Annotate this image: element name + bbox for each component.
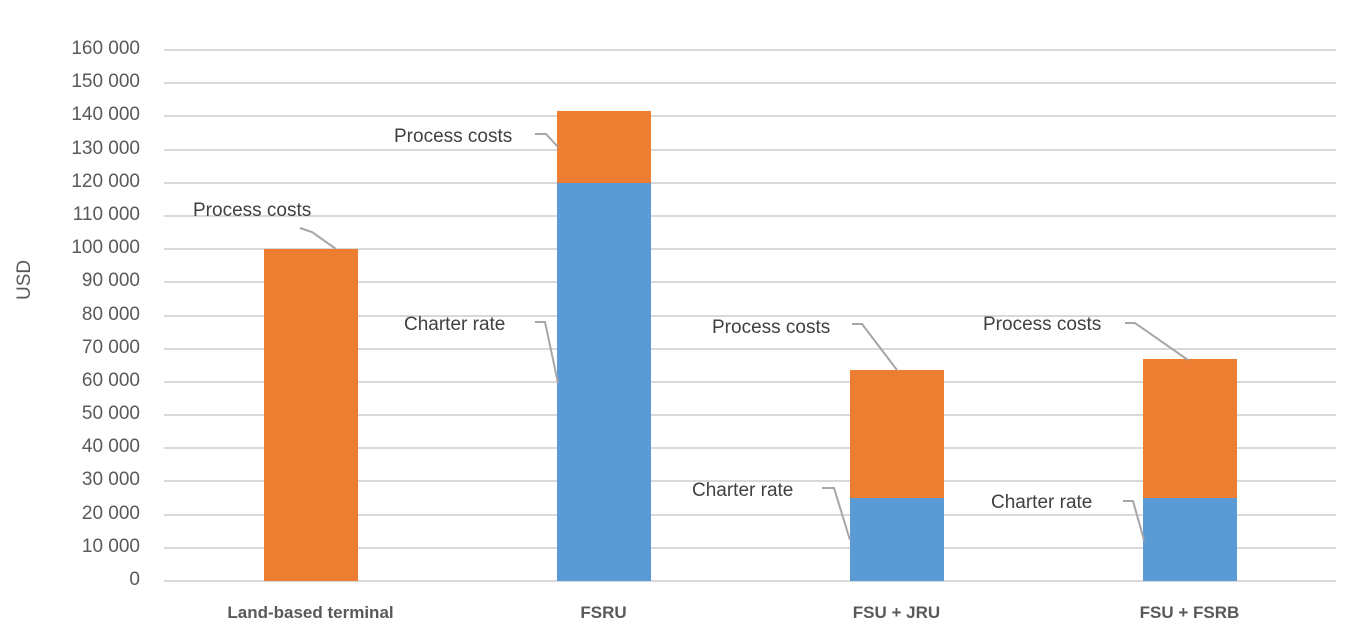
- gridline: [164, 115, 1336, 118]
- bar-segment: [1142, 498, 1237, 581]
- bar-segment: [849, 370, 944, 499]
- y-tick-label: 40 000: [81, 436, 140, 458]
- gridline: [164, 380, 1336, 383]
- gridline: [164, 580, 1336, 582]
- y-tick-label: 110 000: [72, 203, 140, 225]
- leader-fsrb-charter: [1123, 500, 1145, 541]
- x-category-label: FSU + JRU: [852, 603, 941, 622]
- label-fsru-charter: Charter rate: [404, 314, 506, 335]
- gridline: [164, 314, 1336, 317]
- y-tick-label: 160 000: [71, 38, 140, 59]
- y-tick-label: 80 000: [81, 303, 140, 325]
- bar-segment: [263, 249, 358, 581]
- leader-land-process: [299, 227, 337, 250]
- y-tick-label: 0: [129, 569, 140, 590]
- gridline: [164, 248, 1336, 251]
- label-fsrb-process: Process costs: [983, 314, 1102, 335]
- gridline: [164, 214, 1336, 217]
- leader-fsru-process: [535, 133, 559, 148]
- gridline: [164, 82, 1336, 85]
- x-category-label: Land-based terminal: [227, 603, 394, 622]
- label-jru-process: Process costs: [712, 317, 831, 338]
- bar-segment: [849, 498, 944, 581]
- gridline: [164, 181, 1336, 184]
- y-tick-label: 60 000: [81, 369, 140, 391]
- y-tick-label: 30 000: [81, 469, 140, 491]
- gridline: [164, 414, 1336, 417]
- gridline: [164, 281, 1336, 284]
- y-tick-label: 120 000: [71, 170, 140, 192]
- y-tick-label: 70 000: [81, 336, 140, 358]
- gridline: [164, 447, 1336, 450]
- y-tick-label: 10 000: [81, 535, 140, 557]
- leader-fsru-charter: [535, 321, 559, 384]
- gridline: [164, 49, 1336, 51]
- label-fsrb-charter: Charter rate: [991, 492, 1093, 513]
- bar-segment: [556, 111, 651, 183]
- y-tick-label: 130 000: [71, 137, 140, 159]
- y-tick-label: 20 000: [81, 502, 140, 524]
- y-tick-label: 140 000: [71, 104, 140, 126]
- y-tick-label: 50 000: [81, 403, 140, 425]
- x-category-label: FSU + FSRB: [1139, 603, 1240, 622]
- gridline: [164, 513, 1336, 516]
- gridline: [164, 546, 1336, 549]
- bar-segment: [556, 182, 651, 581]
- x-category-label: FSRU: [580, 603, 627, 622]
- y-tick-label: 100 000: [71, 237, 140, 259]
- y-axis-label: USD: [14, 259, 35, 300]
- gridline: [164, 347, 1336, 350]
- bar-segment: [1142, 358, 1237, 499]
- label-jru-charter: Charter rate: [692, 480, 794, 501]
- y-tick-label: 90 000: [81, 270, 140, 292]
- y-tick-label: 150 000: [71, 71, 140, 93]
- gridline: [164, 480, 1336, 483]
- gridline: [164, 148, 1336, 151]
- leader-fsrb-process: [1125, 322, 1189, 361]
- label-land-process: Process costs: [193, 200, 312, 221]
- label-fsru-process: Process costs: [394, 126, 513, 147]
